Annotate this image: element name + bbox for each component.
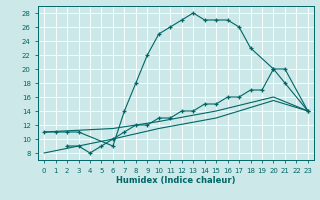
X-axis label: Humidex (Indice chaleur): Humidex (Indice chaleur) — [116, 176, 236, 185]
